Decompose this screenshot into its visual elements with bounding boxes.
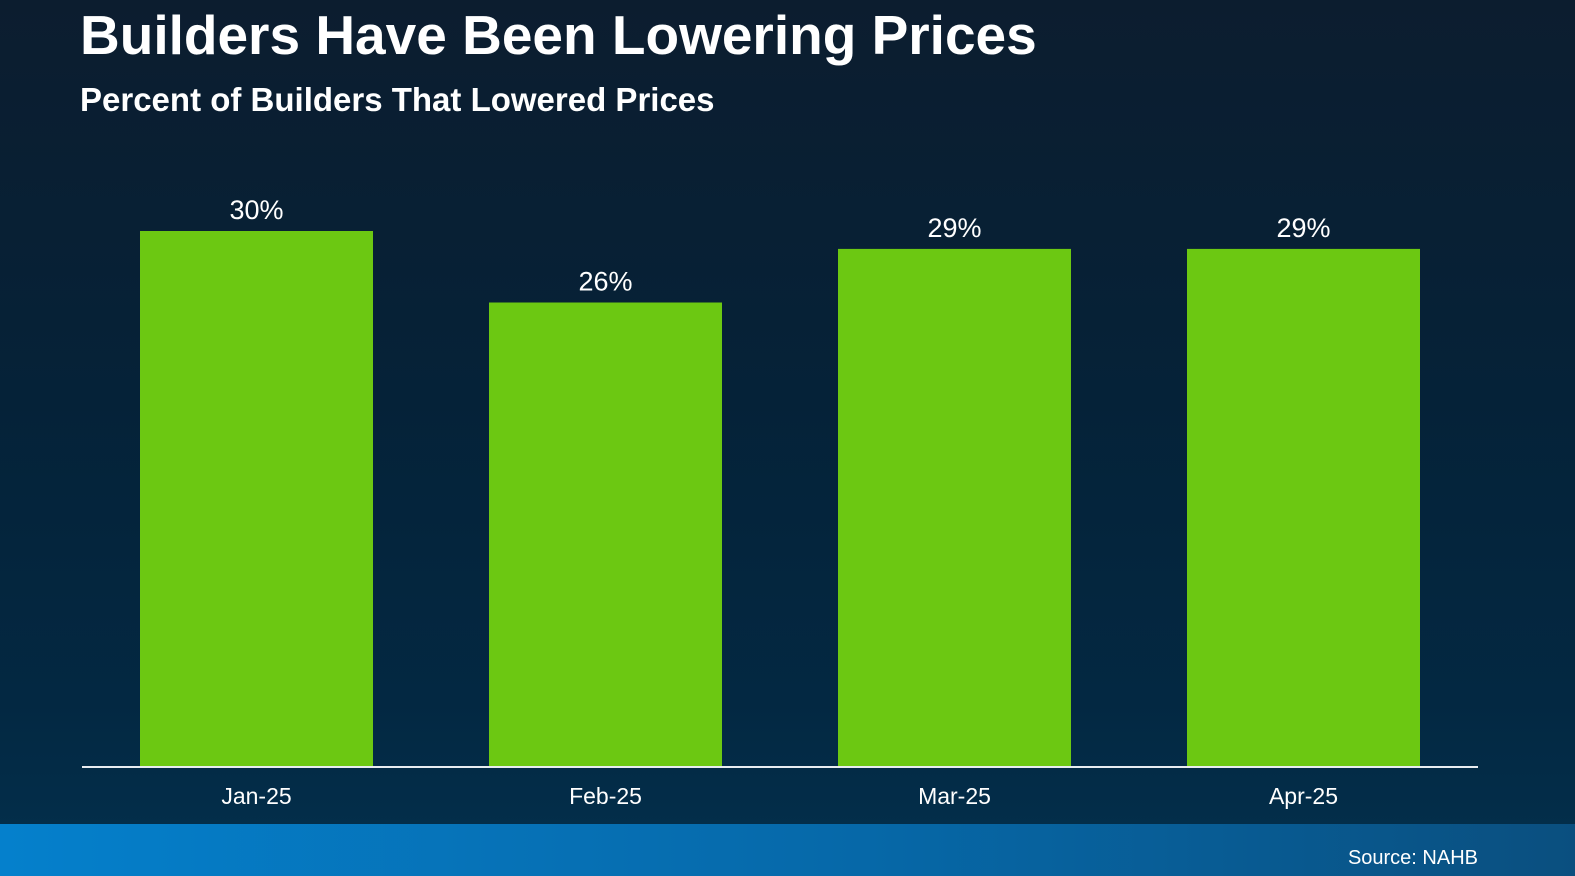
value-label-feb-25: 26%: [578, 267, 632, 297]
value-labels-group: 30% 26% 29% 29%: [229, 195, 1330, 297]
source-note: Source: NAHB: [1347, 847, 1478, 869]
footer-bar: Source: NAHB: [0, 824, 1575, 876]
x-tick-labels-group: Jan-25 Feb-25 Mar-25 Apr-25: [221, 783, 1338, 809]
value-label-apr-25: 29%: [1276, 213, 1330, 243]
chart-title: Builders Have Been Lowering Prices: [80, 4, 1037, 66]
value-label-jan-25: 30%: [229, 195, 283, 225]
chart-subtitle: Percent of Builders That Lowered Prices: [80, 81, 715, 118]
x-tick-label-mar-25: Mar-25: [918, 783, 991, 809]
bar-feb-25: [489, 302, 722, 767]
bar-chart: 30% 26% 29% 29% Jan-25 Feb-25 Mar-25 Apr-25: [82, 195, 1478, 809]
bar-jan-25: [140, 231, 373, 767]
x-tick-label-feb-25: Feb-25: [569, 783, 642, 809]
bar-apr-25: [1187, 248, 1420, 767]
x-tick-label-apr-25: Apr-25: [1269, 783, 1338, 809]
value-label-mar-25: 29%: [927, 213, 981, 243]
x-tick-label-jan-25: Jan-25: [221, 783, 291, 809]
bars-group: [140, 231, 1420, 767]
bar-mar-25: [838, 248, 1071, 767]
